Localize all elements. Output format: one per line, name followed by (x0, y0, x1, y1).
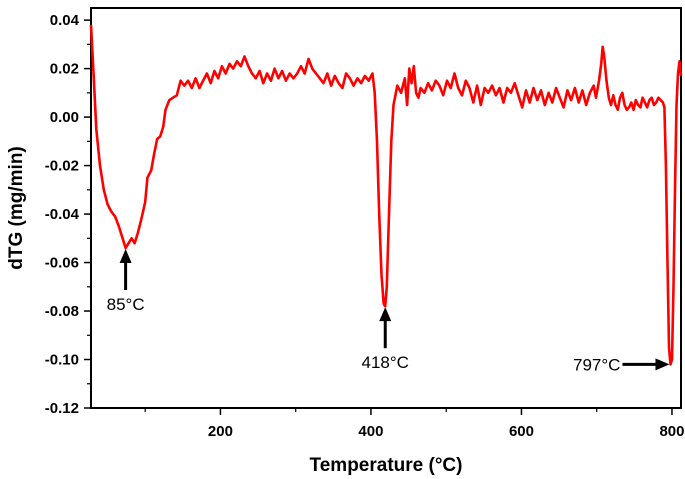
x-axis-title: Temperature (°C) (310, 455, 463, 476)
annotation-arrowhead (379, 307, 392, 322)
annotation-arrowhead (119, 249, 132, 263)
x-tick-label: 400 (358, 423, 383, 440)
x-tick-label: 200 (208, 423, 233, 440)
axes: 200 400 600 800 -0.12 -0.10 -0.08 -0.06 -0.04 -0.… (45, 7, 684, 440)
peak-label: 85°C (107, 295, 145, 314)
annotation-arrowhead (655, 358, 670, 371)
y-tick-label: -0.08 (45, 303, 79, 320)
peak-label: 797°C (573, 355, 620, 374)
plot-area (89, 24, 683, 366)
y-tick-label: -0.12 (45, 400, 79, 417)
y-tick-label: -0.10 (45, 352, 79, 369)
y-tick-label: -0.02 (45, 158, 79, 175)
x-tick-label: 600 (509, 423, 534, 440)
y-tick-label: 0.00 (50, 109, 79, 126)
y-tick-label: -0.04 (45, 206, 80, 223)
y-tick-label: 0.04 (50, 12, 80, 29)
annotations: 85°C 418°C 797°C (107, 249, 670, 374)
x-tick-label: 800 (659, 423, 684, 440)
peak-label: 418°C (362, 353, 409, 372)
y-tick-label: 0.02 (50, 61, 79, 78)
y-axis-title: dTG (mg/min) (6, 146, 27, 269)
plot-frame (90, 7, 682, 409)
dtg-series-line (89, 24, 683, 366)
y-tick-label: -0.06 (45, 255, 79, 272)
